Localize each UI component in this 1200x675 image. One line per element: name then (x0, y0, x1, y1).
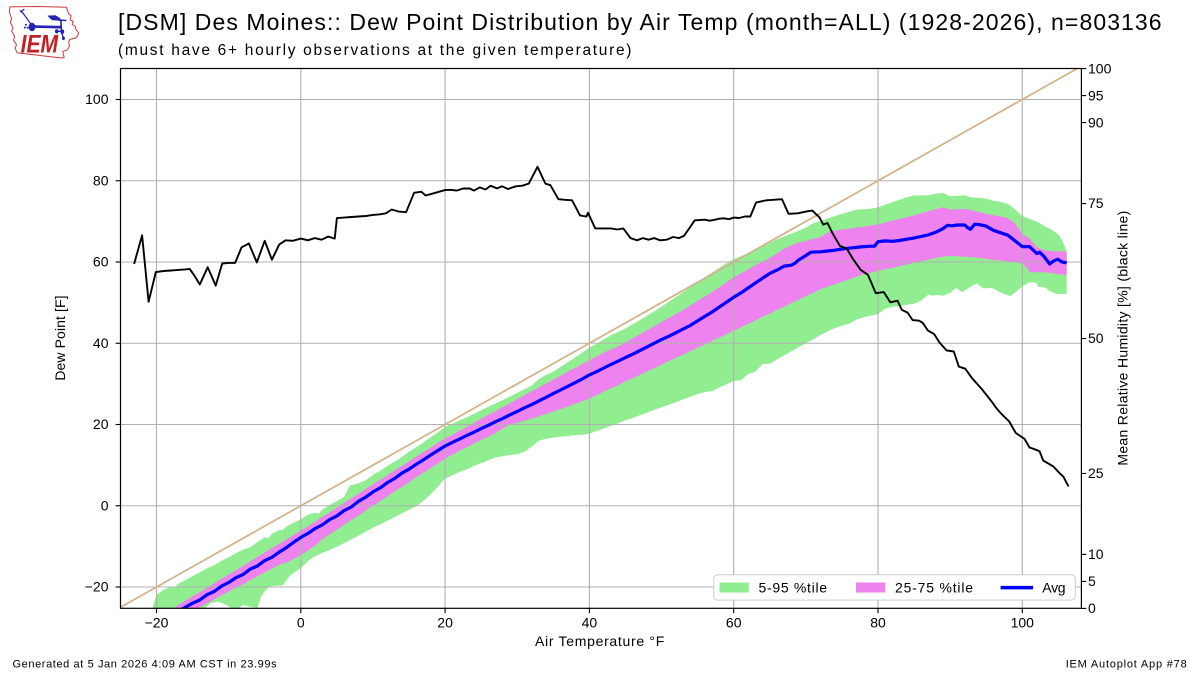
svg-text:20: 20 (93, 416, 109, 432)
svg-text:5: 5 (1088, 573, 1096, 589)
svg-text:(must have 6+ hourly observati: (must have 6+ hourly observations at the… (118, 42, 633, 59)
svg-text:60: 60 (726, 615, 742, 631)
svg-text:IEM Autoplot App #78: IEM Autoplot App #78 (1066, 658, 1188, 670)
svg-text:Mean Relative Humidity [%] (bl: Mean Relative Humidity [%] (black line) (1115, 210, 1131, 465)
svg-text:Avg: Avg (1042, 580, 1065, 596)
svg-text:90: 90 (1088, 114, 1104, 130)
svg-text:20: 20 (437, 615, 453, 631)
svg-text:60: 60 (93, 254, 109, 270)
svg-text:Generated at 5 Jan 2026 4:09 A: Generated at 5 Jan 2026 4:09 AM CST in 2… (13, 658, 278, 670)
svg-text:25-75 %tile: 25-75 %tile (895, 580, 974, 596)
svg-text:−20: −20 (85, 579, 109, 595)
svg-text:100: 100 (1088, 60, 1112, 76)
svg-text:IEM: IEM (21, 30, 59, 58)
svg-text:75: 75 (1088, 195, 1104, 211)
svg-text:5-95 %tile: 5-95 %tile (759, 580, 828, 596)
svg-text:10: 10 (1088, 546, 1104, 562)
svg-text:40: 40 (582, 615, 598, 631)
svg-text:95: 95 (1088, 87, 1104, 103)
svg-text:100: 100 (85, 91, 109, 107)
svg-text:0: 0 (297, 615, 305, 631)
svg-text:−20: −20 (145, 615, 169, 631)
svg-text:50: 50 (1088, 330, 1104, 346)
svg-text:[DSM] Des Moines:: Dew Point D: [DSM] Des Moines:: Dew Point Distributio… (118, 9, 1163, 35)
svg-text:80: 80 (870, 615, 886, 631)
svg-text:40: 40 (93, 335, 109, 351)
svg-text:25: 25 (1088, 465, 1104, 481)
svg-text:Dew Point [F]: Dew Point [F] (52, 295, 68, 380)
svg-text:80: 80 (93, 172, 109, 188)
svg-text:100: 100 (1011, 615, 1035, 631)
svg-text:0: 0 (1088, 600, 1096, 616)
svg-text:Air Temperature °F: Air Temperature °F (535, 633, 665, 649)
svg-text:0: 0 (101, 497, 109, 513)
